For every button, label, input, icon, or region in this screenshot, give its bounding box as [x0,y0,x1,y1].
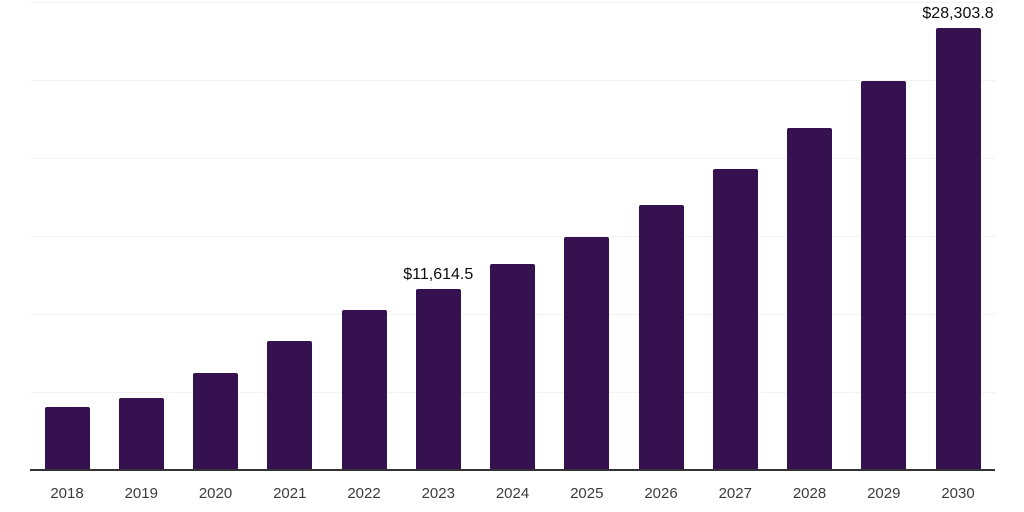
bar-2025 [564,236,610,470]
bar-2022 [341,309,387,470]
x-tick-2027: 2027 [718,485,752,502]
x-tick-2019: 2019 [124,485,158,502]
x-tick-2018: 2018 [50,485,84,502]
value-label-2030: $28,303.8 [922,5,994,23]
x-tick-2020: 2020 [198,485,233,502]
bar-2019 [118,398,164,470]
gridline-30000 [30,2,995,3]
bar-2024 [490,264,535,470]
gridline-25000 [30,80,995,81]
bar-2029 [861,80,907,470]
x-axis-line [30,469,995,471]
gridline-20000 [30,158,995,159]
bar-2026 [638,204,684,470]
x-tick-2028: 2028 [792,485,827,502]
x-tick-2023: 2023 [421,485,455,502]
x-tick-2025: 2025 [570,485,604,502]
bar-2027 [712,168,758,470]
bar-2030 [935,28,981,470]
x-tick-2026: 2026 [644,485,678,502]
x-tick-2021: 2021 [273,485,307,502]
bar-2021 [267,341,313,470]
x-tick-2022: 2022 [347,485,381,502]
bar-2028 [787,127,832,470]
bar-2020 [193,372,238,470]
bar-2023 [415,288,461,470]
value-label-2023: $11,614.5 [403,265,474,283]
x-tick-2024: 2024 [495,485,530,502]
bar-2018 [44,406,90,470]
gridline-15000 [30,236,995,237]
x-tick-2029: 2029 [867,485,901,502]
x-tick-2030: 2030 [941,485,975,502]
